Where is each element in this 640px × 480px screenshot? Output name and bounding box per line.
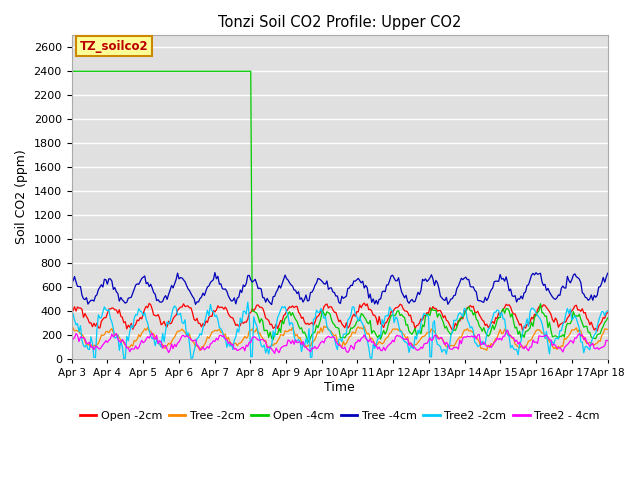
Tree2 - 4cm — [577, 333, 585, 339]
Open -2cm — [68, 311, 76, 316]
Tree2 - 4cm — [504, 327, 511, 333]
Open -2cm — [360, 300, 368, 306]
Tree2 -2cm — [577, 339, 585, 345]
Tree2 - 4cm — [303, 346, 311, 352]
Tree2 -2cm — [248, 354, 256, 360]
Open -4cm — [245, 69, 253, 74]
Tree2 -2cm — [604, 308, 612, 313]
X-axis label: Time: Time — [324, 381, 355, 394]
Tree2 -2cm — [244, 299, 252, 305]
Tree -2cm — [256, 330, 264, 336]
Open -2cm — [254, 302, 262, 308]
Tree -4cm — [577, 280, 585, 286]
Tree -2cm — [229, 342, 237, 348]
Tree2 -2cm — [68, 312, 76, 318]
Line: Tree -2cm: Tree -2cm — [72, 326, 608, 350]
Open -2cm — [245, 310, 253, 316]
Line: Tree2 -2cm: Tree2 -2cm — [72, 302, 608, 359]
Open -2cm — [604, 310, 612, 315]
Open -4cm — [133, 69, 141, 74]
Tree2 - 4cm — [271, 350, 278, 356]
Tree2 - 4cm — [227, 342, 235, 348]
Line: Tree -4cm: Tree -4cm — [72, 273, 608, 304]
Tree -4cm — [133, 281, 141, 287]
Tree -2cm — [604, 326, 612, 332]
Open -4cm — [575, 312, 583, 317]
Tree -4cm — [247, 277, 255, 283]
Tree2 -2cm — [257, 343, 265, 348]
Tree2 -2cm — [135, 306, 143, 312]
Title: Tonzi Soil CO2 Profile: Upper CO2: Tonzi Soil CO2 Profile: Upper CO2 — [218, 15, 461, 30]
Tree -2cm — [320, 323, 328, 329]
Tree -4cm — [604, 270, 612, 276]
Open -4cm — [305, 339, 313, 345]
Tree -4cm — [305, 298, 313, 303]
Tree -2cm — [577, 328, 585, 334]
Tree -2cm — [303, 343, 311, 349]
Tree -4cm — [211, 270, 219, 276]
Open -2cm — [575, 307, 583, 312]
Tree -4cm — [256, 285, 264, 291]
Open -4cm — [604, 315, 612, 321]
Text: TZ_soilco2: TZ_soilco2 — [79, 40, 148, 53]
Tree2 - 4cm — [133, 346, 141, 352]
Open -4cm — [68, 69, 76, 74]
Tree -2cm — [68, 324, 76, 329]
Legend: Open -2cm, Tree -2cm, Open -4cm, Tree -4cm, Tree2 -2cm, Tree2 - 4cm: Open -2cm, Tree -2cm, Open -4cm, Tree -4… — [75, 407, 604, 425]
Open -4cm — [302, 333, 310, 338]
Tree -2cm — [247, 327, 255, 333]
Open -4cm — [227, 69, 235, 74]
Tree2 -2cm — [120, 356, 127, 361]
Open -2cm — [302, 321, 310, 327]
Tree2 - 4cm — [604, 338, 612, 344]
Tree -2cm — [133, 336, 141, 342]
Line: Tree2 - 4cm: Tree2 - 4cm — [72, 330, 608, 353]
Tree2 - 4cm — [245, 339, 253, 345]
Tree2 -2cm — [229, 347, 237, 352]
Tree -4cm — [229, 298, 237, 303]
Tree2 - 4cm — [68, 340, 76, 346]
Tree2 -2cm — [305, 326, 313, 332]
Tree -2cm — [196, 348, 204, 353]
Tree -4cm — [268, 301, 275, 307]
Open -4cm — [254, 314, 262, 320]
Tree -4cm — [68, 279, 76, 285]
Open -2cm — [593, 328, 601, 334]
Tree2 - 4cm — [254, 337, 262, 343]
Open -2cm — [133, 317, 141, 323]
Line: Open -2cm: Open -2cm — [72, 303, 608, 331]
Open -2cm — [227, 315, 235, 321]
Y-axis label: Soil CO2 (ppm): Soil CO2 (ppm) — [15, 150, 28, 244]
Line: Open -4cm: Open -4cm — [72, 72, 608, 342]
